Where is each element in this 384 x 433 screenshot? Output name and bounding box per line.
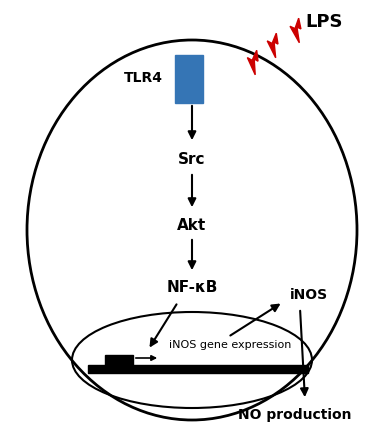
Text: Src: Src (178, 152, 206, 168)
Text: NF-κB: NF-κB (166, 281, 218, 295)
Text: LPS: LPS (305, 13, 343, 31)
Text: iNOS: iNOS (290, 288, 328, 302)
Bar (105, 355, 133, 365)
Bar (88, 365, 308, 373)
Text: iNOS gene expression: iNOS gene expression (169, 340, 291, 350)
Polygon shape (247, 50, 258, 75)
Text: Akt: Akt (177, 217, 207, 233)
Polygon shape (267, 33, 278, 58)
Polygon shape (290, 18, 301, 43)
Text: NO production: NO production (238, 408, 352, 422)
Text: TLR4: TLR4 (124, 71, 163, 85)
Bar (175, 55, 203, 103)
